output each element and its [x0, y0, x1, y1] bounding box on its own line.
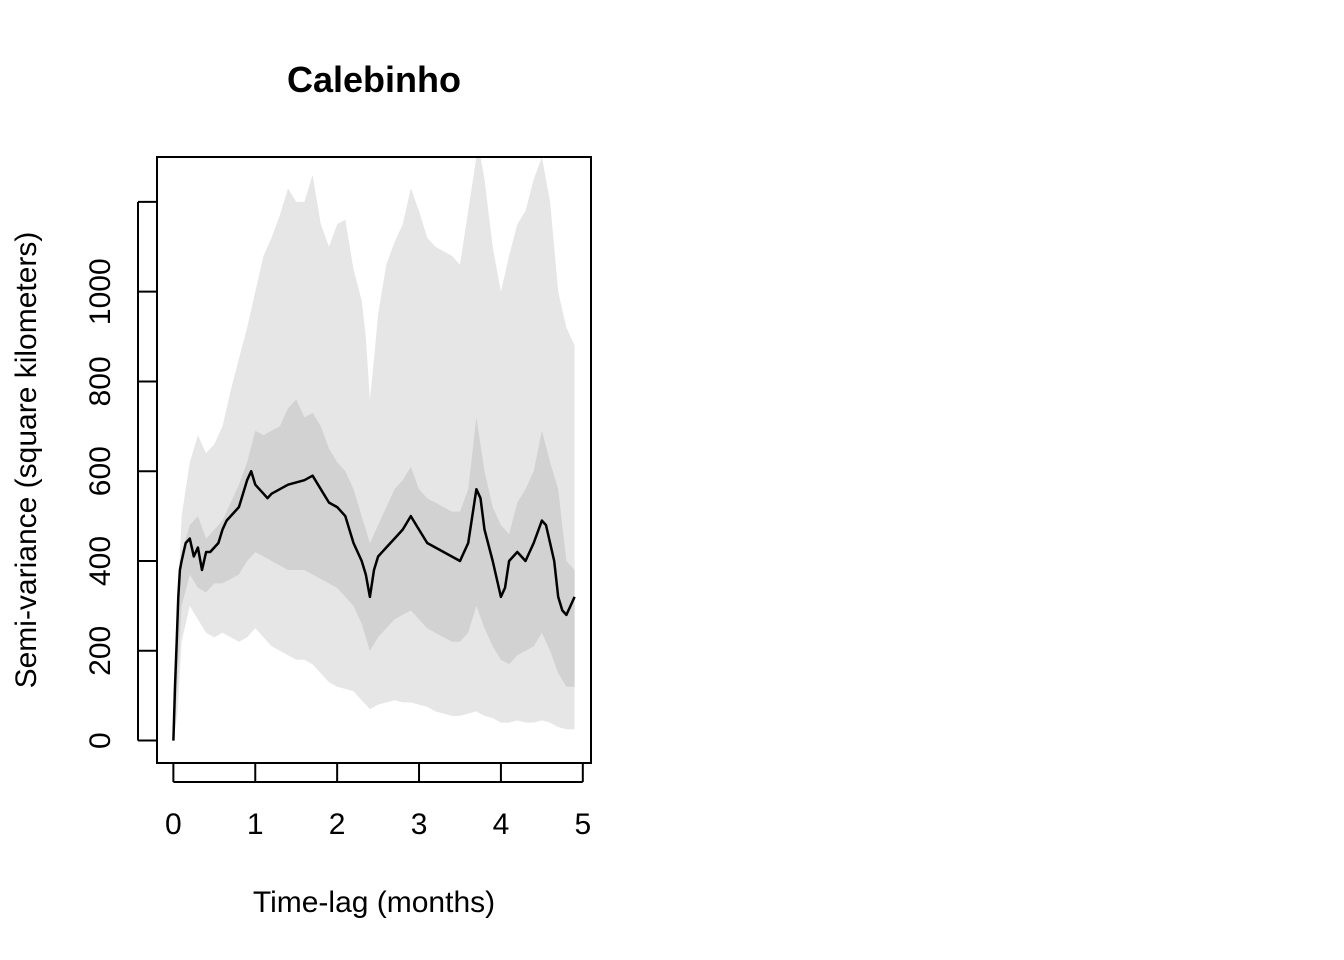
chart-title: Calebinho: [287, 59, 461, 100]
y-axis: 0 200 400 600 800 1000: [84, 200, 156, 749]
plot-area: [172, 157, 576, 741]
y-tick-label: 600: [84, 446, 117, 496]
x-tick-label: 2: [329, 808, 346, 841]
x-tick-label: 0: [165, 808, 182, 841]
x-axis-label: Time-lag (months): [253, 886, 495, 919]
y-tick-label: 1000: [84, 258, 117, 325]
semi-variance-line: [172, 469, 576, 741]
y-tick-label: 0: [84, 732, 117, 749]
x-tick-label: 3: [411, 808, 428, 841]
y-tick-label: 400: [84, 536, 117, 586]
y-tick-label: 800: [84, 356, 117, 406]
x-axis: 0 1 2 3 4 5: [165, 764, 591, 841]
y-tick-label: 200: [84, 626, 117, 676]
x-tick-label: 4: [493, 808, 510, 841]
x-tick-label: 5: [574, 808, 591, 841]
plot-frame: [156, 156, 592, 764]
x-tick-label: 1: [247, 808, 264, 841]
y-axis-label: Semi-variance (square kilometers): [10, 232, 43, 689]
